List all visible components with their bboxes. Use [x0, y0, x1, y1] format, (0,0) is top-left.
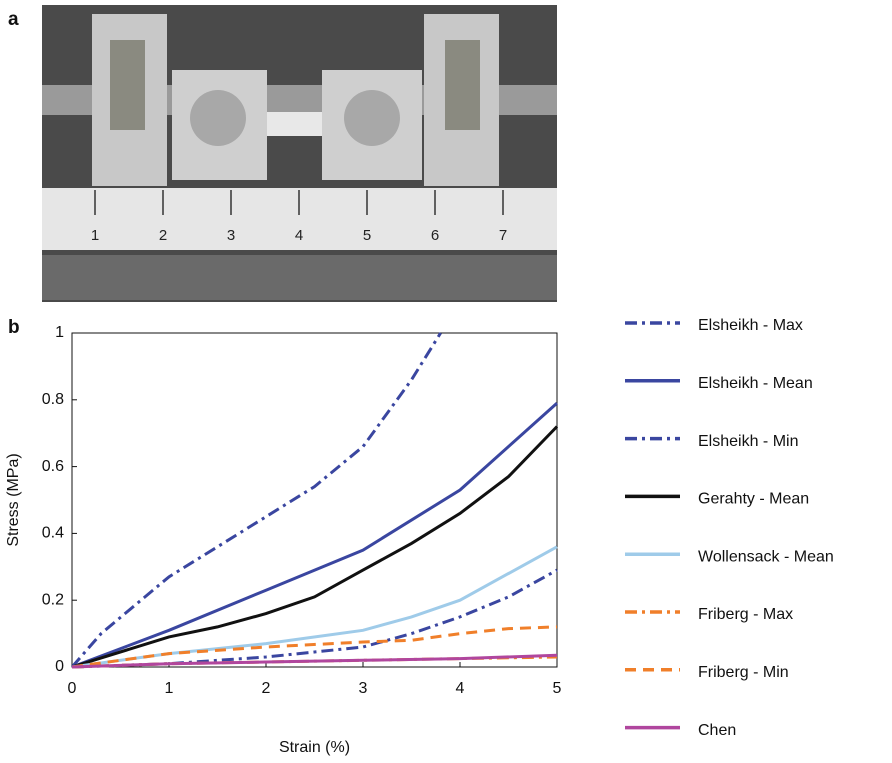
- y-tick-label: 0.6: [42, 458, 64, 475]
- legend-label: Friberg - Max: [698, 606, 793, 623]
- grip-slot: [110, 40, 145, 130]
- x-axis-label: Strain (%): [279, 739, 350, 756]
- grip-slot: [445, 40, 480, 130]
- threaded-rod: [42, 255, 557, 300]
- legend-label: Wollensack - Mean: [698, 548, 834, 565]
- ruler-label: 3: [227, 227, 235, 244]
- panel-label: a: [8, 9, 19, 30]
- series-line: [71, 425, 559, 669]
- y-axis-label: Stress (MPa): [5, 453, 22, 546]
- x-tick-label: 1: [165, 680, 174, 697]
- ruler-label: 6: [431, 227, 439, 244]
- y-tick-label: 0: [55, 658, 64, 675]
- legend-label: Chen: [698, 722, 736, 739]
- ruler-label: 2: [159, 227, 167, 244]
- ruler-label: 1: [91, 227, 99, 244]
- series-line: [71, 401, 559, 669]
- series-line: [71, 625, 558, 669]
- x-tick-label: 0: [68, 680, 77, 697]
- x-tick-label: 4: [456, 680, 465, 697]
- series-line: [71, 653, 558, 669]
- x-tick-label: 3: [359, 680, 368, 697]
- y-tick-label: 1: [55, 324, 64, 341]
- specimen: [267, 112, 322, 136]
- ruler-label: 7: [499, 227, 507, 244]
- legend-label: Friberg - Min: [698, 664, 789, 681]
- bolt: [344, 90, 400, 146]
- plot-frame: [71, 332, 558, 668]
- x-tick-label: 2: [262, 680, 271, 697]
- photo: [42, 5, 557, 302]
- legend-label: Elsheikh - Max: [698, 317, 803, 334]
- bolt: [190, 90, 246, 146]
- ruler-label: 5: [363, 227, 371, 244]
- panel-label: b: [8, 317, 20, 338]
- series-line: [71, 568, 558, 669]
- y-tick-label: 0.4: [42, 525, 64, 542]
- legend-label: Elsheikh - Min: [698, 433, 798, 450]
- x-tick-label: 5: [553, 680, 562, 697]
- legend-label: Gerahty - Mean: [698, 491, 809, 508]
- legend-label: Elsheikh - Mean: [698, 375, 813, 392]
- ruler-label: 4: [295, 227, 303, 244]
- y-tick-label: 0.2: [42, 591, 64, 608]
- y-tick-label: 0.8: [42, 391, 64, 408]
